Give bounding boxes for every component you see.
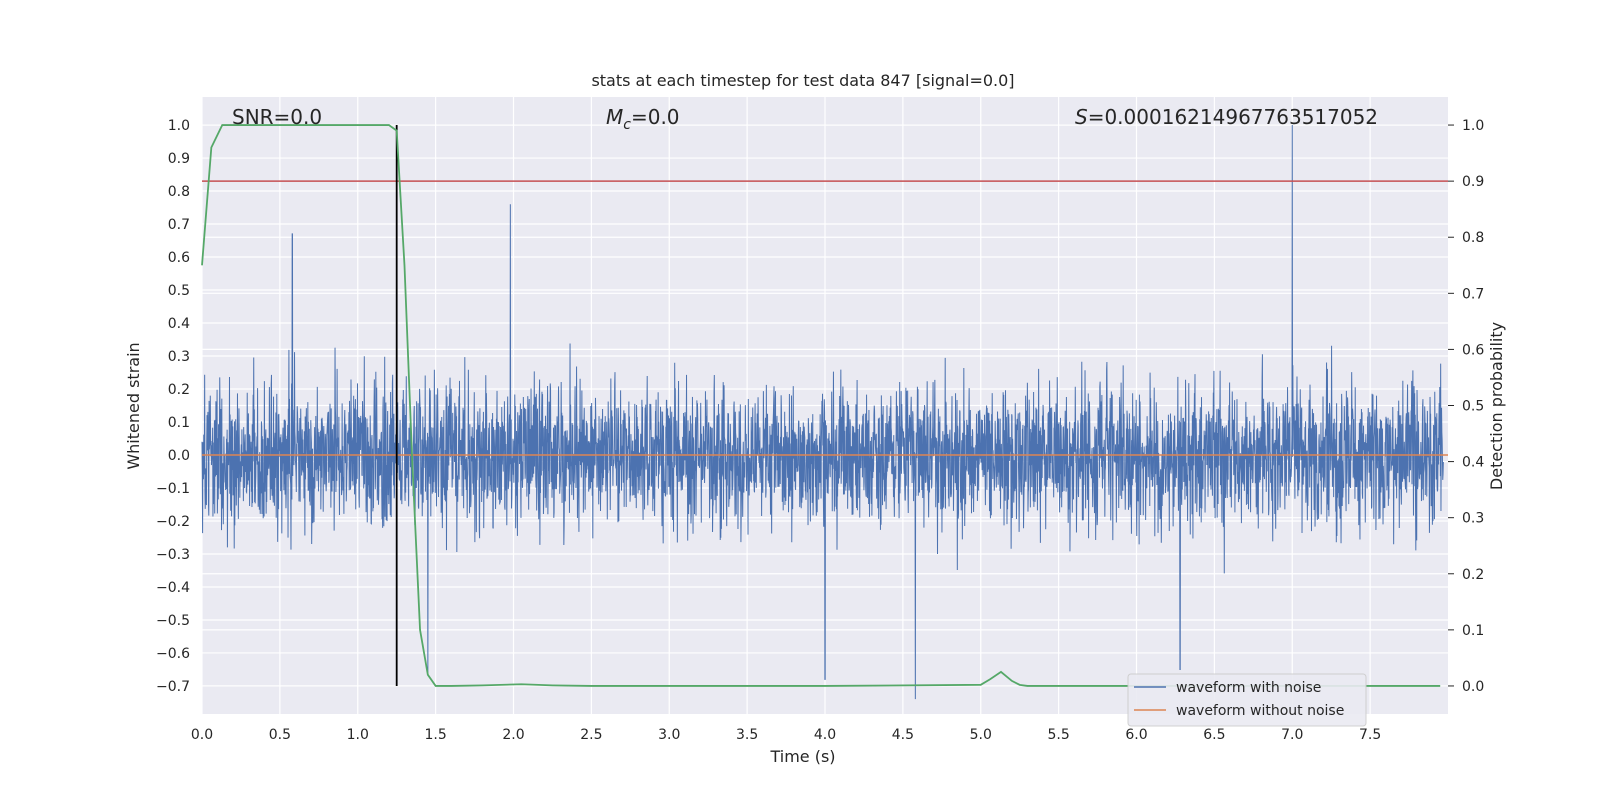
y-tick-label: 0.0 (168, 448, 190, 464)
y-tick-label: 0.7 (168, 217, 190, 233)
y2-tick-label: 1.0 (1462, 118, 1484, 134)
chart-title: stats at each timestep for test data 847… (591, 71, 1014, 90)
x-tick-label: 0.5 (269, 727, 291, 743)
x-tick-label: 2.5 (580, 727, 602, 743)
x-tick-label: 0.0 (191, 727, 213, 743)
legend-label-clean: waveform without noise (1176, 703, 1344, 719)
y2-tick-label: 0.4 (1462, 455, 1484, 471)
legend: waveform with noise waveform without noi… (1127, 673, 1367, 727)
y2-axis-ticks: 1.0 0.9 0.8 0.7 0.6 0.5 0.4 0.3 0.2 0.1 0.0 (1448, 118, 1484, 695)
x-tick-label: 3.5 (736, 727, 758, 743)
y-tick-label: −0.5 (156, 613, 190, 629)
x-tick-label: 7.0 (1281, 727, 1303, 743)
y2-tick-label: 0.0 (1462, 679, 1484, 695)
y-tick-label: 0.9 (168, 151, 190, 167)
detection-probability-line (201, 124, 1441, 687)
y-tick-label: −0.2 (156, 514, 190, 530)
x-tick-label: 4.5 (892, 727, 914, 743)
y2-tick-label: 0.1 (1462, 623, 1484, 639)
y2-axis-title: Detection probability (1487, 322, 1506, 490)
y-tick-label: −0.1 (156, 481, 190, 497)
x-tick-label: 4.0 (814, 727, 836, 743)
y-tick-label: 1.0 (168, 118, 190, 134)
y-tick-label: −0.7 (156, 679, 190, 695)
x-tick-label: 1.0 (347, 727, 369, 743)
y-tick-label: 0.6 (168, 250, 190, 266)
y-axis-title: Whitened strain (124, 342, 143, 469)
plot-area (201, 124, 1448, 700)
x-tick-label: 6.0 (1125, 727, 1147, 743)
x-tick-label: 7.5 (1359, 727, 1381, 743)
legend-label-noise: waveform with noise (1176, 680, 1321, 696)
x-tick-label: 3.0 (658, 727, 680, 743)
y2-tick-label: 0.6 (1462, 342, 1484, 358)
x-tick-label: 6.5 (1203, 727, 1225, 743)
x-tick-label: 1.5 (424, 727, 446, 743)
waveform-with-noise-line (201, 125, 1444, 700)
y2-tick-label: 0.8 (1462, 230, 1484, 246)
score-annotation: S=0.00016214967763517052 (1075, 105, 1378, 129)
y2-tick-label: 0.5 (1462, 399, 1484, 415)
x-axis-ticks: 0.0 0.5 1.0 1.5 2.0 2.5 3.0 3.5 4.0 4.5 5.0 5.5 6.0 6… (191, 727, 1381, 743)
y-axis-ticks: 1.0 0.9 0.8 0.7 0.6 0.5 0.4 0.3 0.2 0.1 0.0 −0.1 −0.… (156, 118, 190, 695)
x-tick-label: 5.0 (970, 727, 992, 743)
snr-annotation: SNR=0.0 (232, 105, 322, 129)
y-tick-label: −0.6 (156, 646, 190, 662)
y-tick-label: −0.3 (156, 547, 190, 563)
x-tick-label: 5.5 (1047, 727, 1069, 743)
y2-tick-label: 0.2 (1462, 567, 1484, 583)
y-tick-label: 0.5 (168, 283, 190, 299)
y-tick-label: 0.1 (168, 415, 190, 431)
x-axis-title: Time (s) (769, 747, 835, 766)
y2-tick-label: 0.7 (1462, 286, 1484, 302)
y-tick-label: 0.3 (168, 349, 190, 365)
y-tick-label: 0.2 (168, 382, 190, 398)
chirp-mass-annotation: Mc=0.0 (606, 105, 680, 133)
y-tick-label: 0.8 (168, 184, 190, 200)
y-tick-label: −0.4 (156, 580, 190, 596)
y2-tick-label: 0.3 (1462, 511, 1484, 527)
legend-box (1127, 673, 1367, 727)
y2-tick-label: 0.9 (1462, 174, 1484, 190)
x-tick-label: 2.0 (502, 727, 524, 743)
y-tick-label: 0.4 (168, 316, 190, 332)
